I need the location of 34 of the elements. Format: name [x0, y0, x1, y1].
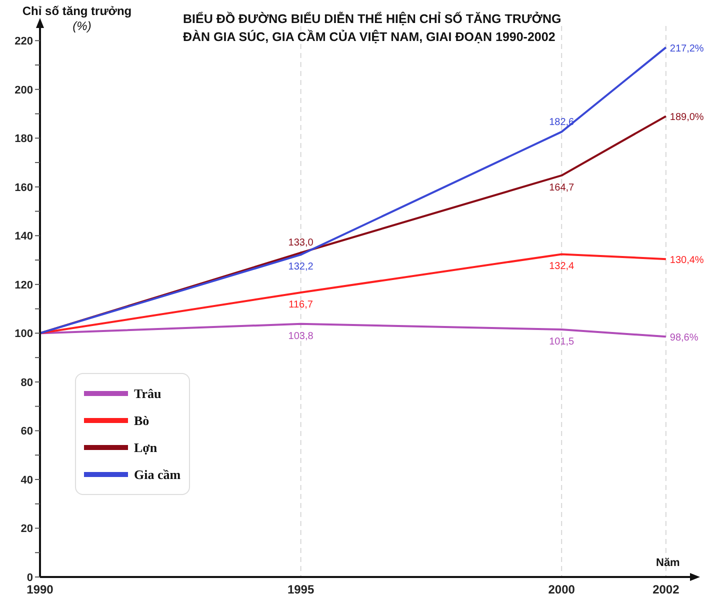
data-label: 101,5: [549, 336, 575, 348]
y-tick-label: 220: [14, 36, 33, 48]
y-tick-label: 80: [20, 376, 33, 389]
data-label: 116,7: [288, 299, 314, 310]
data-label: 132,4: [549, 261, 575, 272]
data-label: 164,7: [549, 182, 575, 194]
y-tick-label: 120: [14, 279, 33, 292]
legend-label: Lợn: [134, 440, 158, 456]
y-tick-label: 40: [20, 474, 33, 486]
y-tick-label: 20: [20, 523, 33, 536]
x-tick-label: 2002: [652, 582, 680, 597]
data-label: 98,6%: [670, 332, 698, 344]
x-axis-title: Năm: [656, 557, 680, 569]
y-tick-label: 180: [14, 133, 33, 146]
chart-title: BIỂU ĐỒ ĐƯỜNG BIỂU DIỄN THỂ HIỆN CHỈ SỐ TĂNG TRƯỞNG ĐÀN GIA SÚC, GIA CẦM CỦA VIỆT NAM, GIAI ĐOẠN 1990-2002: [183, 10, 562, 46]
y-tick-label: 160: [14, 182, 33, 194]
y-tick-label: 60: [20, 426, 33, 438]
y-axis-title: Chỉ số tăng trưởng (%): [21, 4, 133, 34]
data-label: 217,2%: [670, 43, 704, 54]
legend-label: Bò: [134, 412, 150, 428]
x-tick-label: 1995: [287, 582, 314, 597]
data-label: 132,2: [288, 262, 314, 273]
y-tick-label: 0: [26, 572, 33, 584]
y-tick-label: 140: [14, 230, 33, 243]
y-tick-label: 100: [14, 328, 33, 340]
data-label: 133,0: [288, 238, 314, 249]
legend-label: Gia cầm: [134, 466, 181, 482]
data-label: 103,8: [288, 330, 314, 342]
x-tick-label: 2000: [548, 582, 576, 597]
y-tick-label: 200: [14, 84, 33, 96]
x-tick-label: 1990: [26, 582, 54, 597]
legend-label: Trâu: [134, 386, 162, 402]
data-label: 189,0%: [670, 112, 704, 124]
data-label: 130,4%: [670, 255, 704, 266]
